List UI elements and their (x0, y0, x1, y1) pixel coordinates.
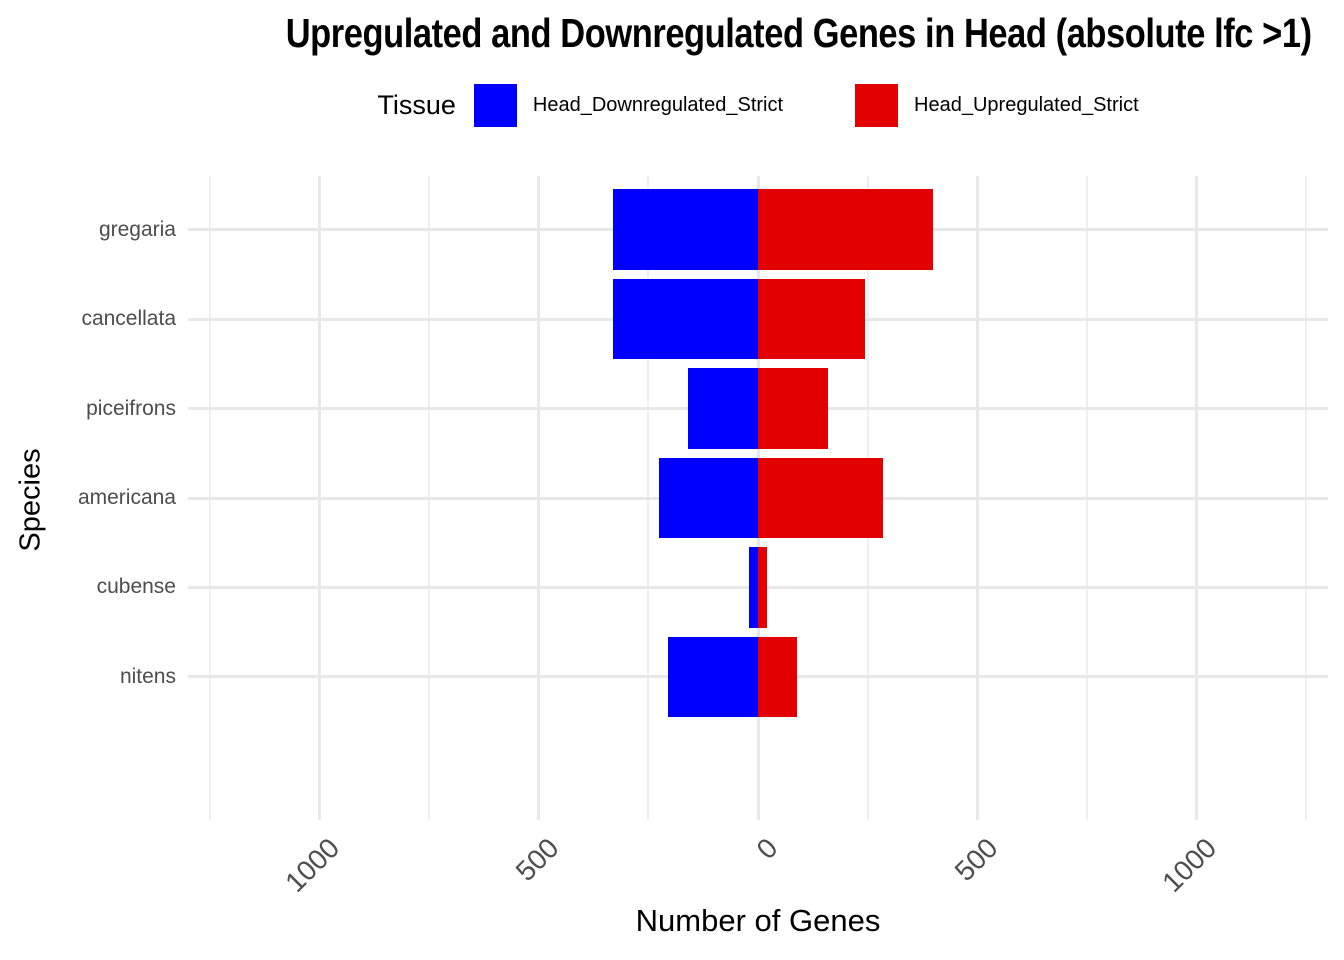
bar-downregulated-americana (659, 457, 758, 539)
y-axis-label-piceifrons: piceifrons (86, 396, 176, 420)
y-axis-label-cancellata: cancellata (81, 307, 176, 331)
legend-title: Tissue (377, 89, 456, 120)
plot-panel: gregaria cancellata piceifrons americana cub… (78, 176, 1328, 898)
bar-upregulated-piceifrons (758, 368, 829, 449)
x-axis-tick-label: 500 (509, 832, 565, 887)
y-axis-label-gregaria: gregaria (98, 217, 176, 241)
chart-title-text: Upregulated and Downregulated Genes in H… (285, 10, 1312, 56)
bar-upregulated-gregaria (758, 189, 934, 270)
bar-downregulated-gregaria (613, 189, 758, 270)
x-axis-tick-label: 0 (750, 832, 784, 865)
y-axis-label-cubense: cubense (96, 575, 176, 599)
bar-upregulated-nitens (758, 636, 798, 718)
legend-label-downregulated: Head_Downregulated_Strict (532, 93, 784, 116)
bar-upregulated-cancellata (758, 278, 866, 360)
legend: Tissue Head_Downregulated_Strict Head_Up… (188, 83, 1328, 127)
bar-downregulated-cubense (749, 547, 758, 628)
x-axis-tick-label: 1000 (279, 832, 346, 898)
y-axis-title: Species (14, 448, 47, 552)
x-axis-tick-label: 500 (948, 832, 1004, 887)
bar-downregulated-nitens (668, 636, 758, 718)
legend-label-upregulated: Head_Upregulated_Strict (914, 93, 1139, 116)
bar-upregulated-cubense (758, 547, 767, 628)
bar-upregulated-americana (758, 457, 883, 539)
legend-key-upregulated-swatch (855, 83, 899, 127)
bar-downregulated-piceifrons (687, 368, 758, 449)
y-axis-label-nitens: nitens (119, 664, 176, 688)
legend-key-downregulated-swatch (473, 83, 517, 127)
legend-entry-downregulated: Head_Downregulated_Strict (473, 83, 784, 127)
bar-downregulated-cancellata (613, 278, 758, 360)
chart-title: Upregulated and Downregulated Genes in H… (188, 10, 1328, 56)
legend-entry-upregulated: Head_Upregulated_Strict (855, 83, 1139, 127)
x-axis-title: Number of Genes (635, 903, 881, 938)
y-axis-label-americana: americana (77, 486, 176, 509)
x-axis-tick-label: 1000 (1156, 832, 1223, 898)
